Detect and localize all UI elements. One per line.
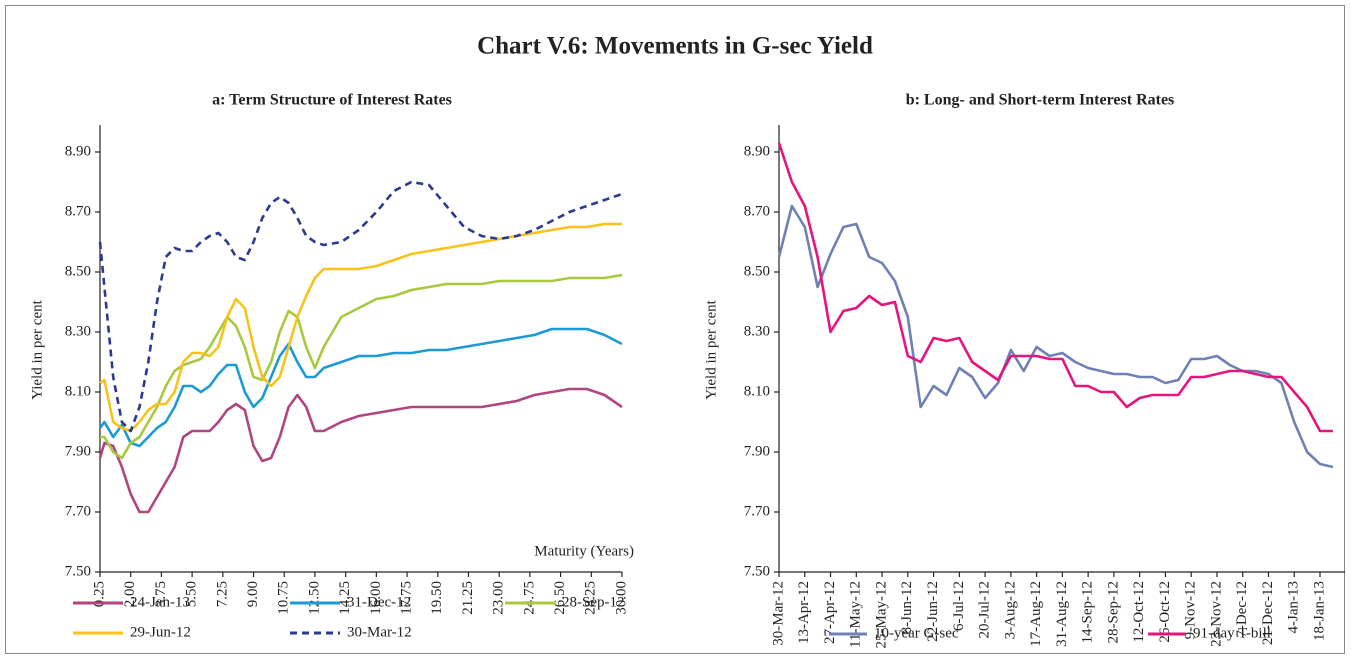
x-tick-label: 3.75 [153, 581, 169, 607]
x-tick-label: 3-Aug-12 [1002, 581, 1018, 639]
x-tick-label: 14.25 [337, 581, 353, 615]
x-tick-label: 28-Sep-12 [1105, 581, 1121, 644]
legend-label: 10-year G-sec [874, 625, 959, 641]
y-tick-label: 8.50 [65, 263, 91, 279]
frame [5, 5, 1345, 654]
x-tick-label: 10.75 [276, 581, 292, 615]
x-tick-label: 27-Apr-12 [822, 581, 838, 644]
y-tick-label: 7.70 [744, 503, 770, 519]
x-tick-label: 19.50 [429, 581, 445, 615]
x-tick-label: 14-Sep-12 [1080, 581, 1096, 644]
x-tick-label: 25-May-12 [873, 581, 889, 649]
y-tick-label: 7.90 [65, 443, 91, 459]
x-tick-label: 21.25 [460, 581, 476, 615]
y-tick-label: 8.10 [744, 383, 770, 399]
x-tick-label: 22-Jun-12 [925, 581, 941, 642]
x-tick-label: 18-Jan-13 [1311, 581, 1327, 641]
y-tick-label: 7.70 [65, 503, 91, 519]
x-tick-label: 4-Jan-13 [1286, 581, 1302, 634]
x-tick-label: 9-Nov-12 [1183, 581, 1199, 639]
x-tick-label: 23.00 [491, 581, 507, 615]
y-tick-label: 7.50 [65, 563, 91, 579]
x-tick-label: 17.75 [398, 581, 414, 615]
legend-label: 31-Dec-12 [347, 594, 411, 610]
y-axis-label: Yield in per cent [29, 299, 45, 399]
x-tick-label: 17-Aug-12 [1028, 581, 1044, 647]
x-tick-label: 2.00 [122, 581, 138, 607]
series-line [777, 204, 1334, 469]
legend-label: 91-day T-bill [1193, 625, 1271, 641]
x-tick-label: 12-Oct-12 [1131, 581, 1147, 643]
y-tick-label: 8.90 [744, 143, 770, 159]
x-tick-label: 23-Nov-12 [1208, 581, 1224, 647]
x-tick-label: 16.00 [368, 581, 384, 615]
x-tick-label: 31-Aug-12 [1054, 581, 1070, 647]
y-tick-label: 8.30 [744, 323, 770, 339]
legend-label: 28-Sep-12 [562, 594, 625, 610]
x-tick-label: 26-Oct-12 [1157, 581, 1173, 643]
x-tick-label: 24.75 [521, 581, 537, 615]
x-tick-label: 7-Dec-12 [1234, 581, 1250, 638]
x-tick-label: 0.25 [91, 581, 107, 607]
y-tick-label: 8.90 [65, 143, 91, 159]
series-line [98, 387, 623, 514]
x-tick-label: 30-Mar-12 [770, 581, 786, 646]
x-tick-label: 9.00 [245, 581, 261, 607]
y-tick-label: 8.70 [65, 203, 91, 219]
x-tick-label: 21-Dec-12 [1260, 581, 1276, 645]
x-tick-label: 13-Apr-12 [796, 581, 812, 644]
x-tick-label: 20-Jul-12 [977, 581, 993, 639]
x-tick-label: 8-Jun-12 [899, 581, 915, 634]
series-line [98, 180, 623, 433]
x-tick-label: 30.00 [613, 581, 629, 615]
y-tick-label: 7.90 [744, 443, 770, 459]
x-tick-label: 6-Jul-12 [951, 581, 967, 631]
chart-title: Chart V.6: Movements in G-sec Yield [477, 33, 873, 60]
legend-label: 30-Mar-12 [347, 624, 412, 640]
series-line [777, 142, 1333, 433]
panel-title: b: Long- and Short-term Interest Rates [906, 92, 1175, 109]
x-tick-label: 7.25 [214, 581, 230, 607]
y-axis-label: Yield in per cent [703, 299, 719, 399]
legend-label: 24-Jan-13 [130, 594, 190, 610]
x-tick-label: 12.50 [306, 581, 322, 615]
y-tick-label: 8.30 [65, 323, 91, 339]
series-line [100, 273, 623, 460]
x-tick-label: 26.50 [552, 581, 568, 615]
panel-title: a: Term Structure of Interest Rates [212, 92, 452, 109]
legend-label: 29-Jun-12 [130, 624, 191, 640]
x-tick-label: 5.50 [184, 581, 200, 607]
x-axis-label: Maturity (Years) [534, 543, 634, 559]
series-line [98, 327, 623, 448]
y-tick-label: 7.50 [744, 563, 770, 579]
y-tick-label: 8.50 [744, 263, 770, 279]
x-tick-label: 11-May-12 [848, 581, 864, 648]
y-tick-label: 8.10 [65, 383, 91, 399]
x-tick-label: 28.25 [583, 581, 599, 615]
y-tick-label: 8.70 [744, 203, 770, 219]
